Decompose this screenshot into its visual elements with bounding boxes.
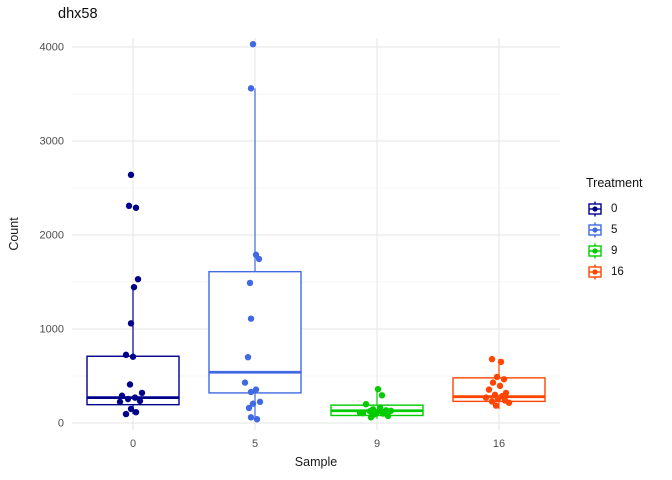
legend-label: 5	[611, 223, 618, 236]
boxplot-key-icon	[588, 243, 602, 258]
svg-text:0: 0	[58, 418, 64, 430]
boxplot-key-icon	[588, 264, 602, 279]
legend-item-treatment-0: 0	[586, 198, 670, 219]
legend-item-treatment-5: 5	[586, 219, 670, 240]
chart-title: dhx58	[58, 6, 98, 22]
legend-label: 0	[611, 202, 618, 215]
legend-item-treatment-16: 16	[586, 261, 670, 282]
legend-title: Treatment	[586, 176, 643, 190]
svg-text:3000: 3000	[40, 136, 64, 148]
svg-text:16: 16	[493, 438, 505, 450]
svg-text:5: 5	[252, 438, 258, 450]
x-axis-title: Sample	[294, 455, 338, 469]
svg-text:0: 0	[130, 438, 136, 450]
legend-label: 16	[611, 265, 624, 278]
svg-text:1000: 1000	[40, 324, 64, 336]
y-axis-title: Count	[7, 217, 21, 251]
legend: Treatment 0 5 9	[586, 176, 670, 282]
legend-label: 9	[611, 244, 618, 257]
boxplot-key-icon	[588, 222, 602, 237]
svg-text:2000: 2000	[40, 230, 64, 242]
svg-text:9: 9	[374, 438, 380, 450]
legend-item-treatment-9: 9	[586, 240, 670, 261]
svg-text:4000: 4000	[40, 42, 64, 54]
boxplot-key-icon	[588, 201, 602, 216]
